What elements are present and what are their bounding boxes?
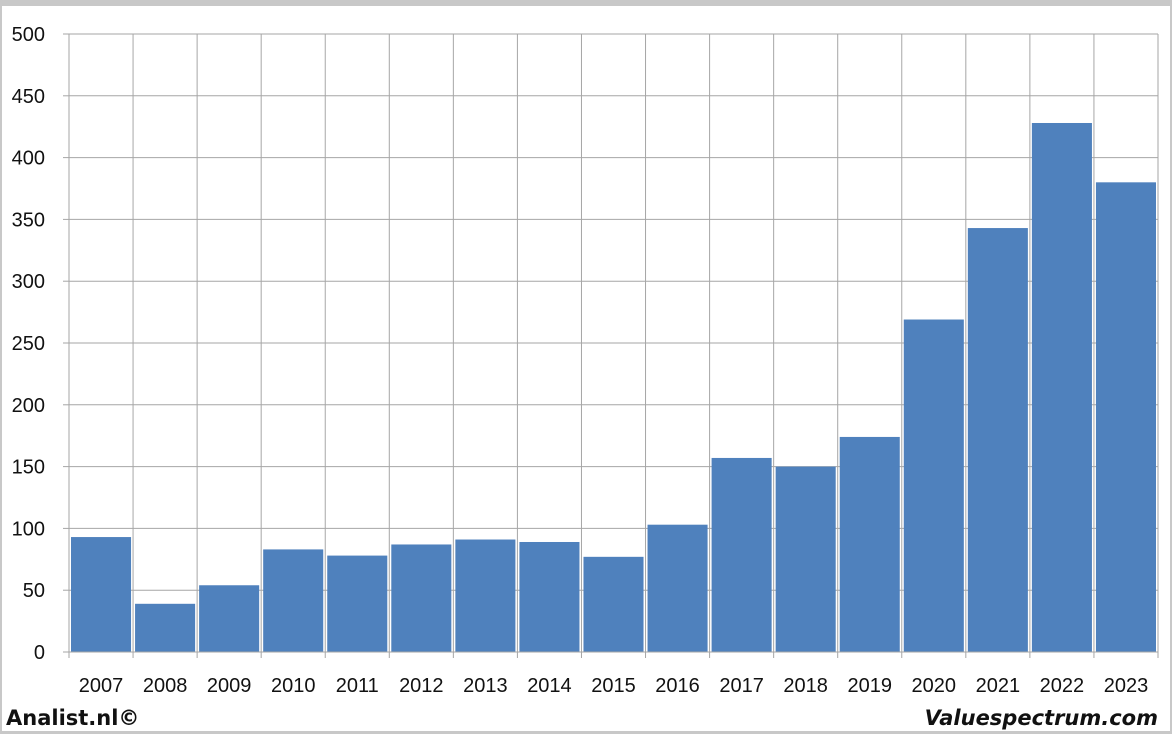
bar xyxy=(263,549,324,652)
y-tick-label: 250 xyxy=(12,333,45,355)
bar xyxy=(647,524,708,652)
bar xyxy=(327,555,388,652)
bar xyxy=(839,436,900,652)
x-tick-label: 2017 xyxy=(719,675,764,697)
y-tick-label: 450 xyxy=(12,86,45,108)
x-axis-ticks: 2007 2008 2009 2010 2011 2012 2013 2014 2015 2016… xyxy=(68,652,1159,697)
x-tick-label: 2007 xyxy=(79,675,124,697)
bar xyxy=(199,585,260,652)
bar xyxy=(135,603,196,652)
y-tick-label: 300 xyxy=(12,271,45,293)
y-tick-label: 400 xyxy=(12,148,45,170)
bar xyxy=(1095,182,1156,652)
y-axis-ticks: 0 50 100 150 200 250 300 350 400 450 500 xyxy=(12,24,69,664)
bar xyxy=(903,319,964,652)
y-tick-label: 50 xyxy=(23,580,45,602)
x-tick-label: 2020 xyxy=(912,675,957,697)
bar xyxy=(967,228,1028,652)
y-tick-label: 100 xyxy=(12,518,45,540)
x-tick-label: 2013 xyxy=(463,675,508,697)
y-tick-label: 350 xyxy=(12,209,45,231)
x-tick-label: 2008 xyxy=(143,675,188,697)
bars xyxy=(71,122,1156,652)
x-tick-label: 2021 xyxy=(976,675,1021,697)
x-tick-label: 2011 xyxy=(336,675,379,697)
y-tick-label: 500 xyxy=(12,24,45,46)
bar xyxy=(455,539,516,652)
x-tick-label: 2022 xyxy=(1040,675,1085,697)
x-tick-label: 2009 xyxy=(207,675,252,697)
bar xyxy=(71,537,132,652)
y-tick-label: 0 xyxy=(34,642,45,664)
bar xyxy=(391,544,452,652)
analist-credit: Analist.nl© xyxy=(6,706,140,730)
valuespectrum-credit: Valuespectrum.com xyxy=(924,706,1158,730)
x-tick-label: 2023 xyxy=(1104,675,1149,697)
x-tick-label: 2016 xyxy=(655,675,700,697)
x-tick-label: 2019 xyxy=(847,675,892,697)
x-tick-label: 2015 xyxy=(591,675,636,697)
y-tick-label: 150 xyxy=(12,457,45,479)
bar xyxy=(583,556,644,652)
x-tick-label: 2010 xyxy=(271,675,316,697)
x-tick-label: 2014 xyxy=(527,675,572,697)
x-tick-label: 2018 xyxy=(783,675,828,697)
y-tick-label: 200 xyxy=(12,395,45,417)
x-tick-label: 2012 xyxy=(399,675,444,697)
bar xyxy=(711,457,772,652)
bar xyxy=(775,466,836,652)
bar xyxy=(519,541,580,652)
bar xyxy=(1031,122,1092,652)
